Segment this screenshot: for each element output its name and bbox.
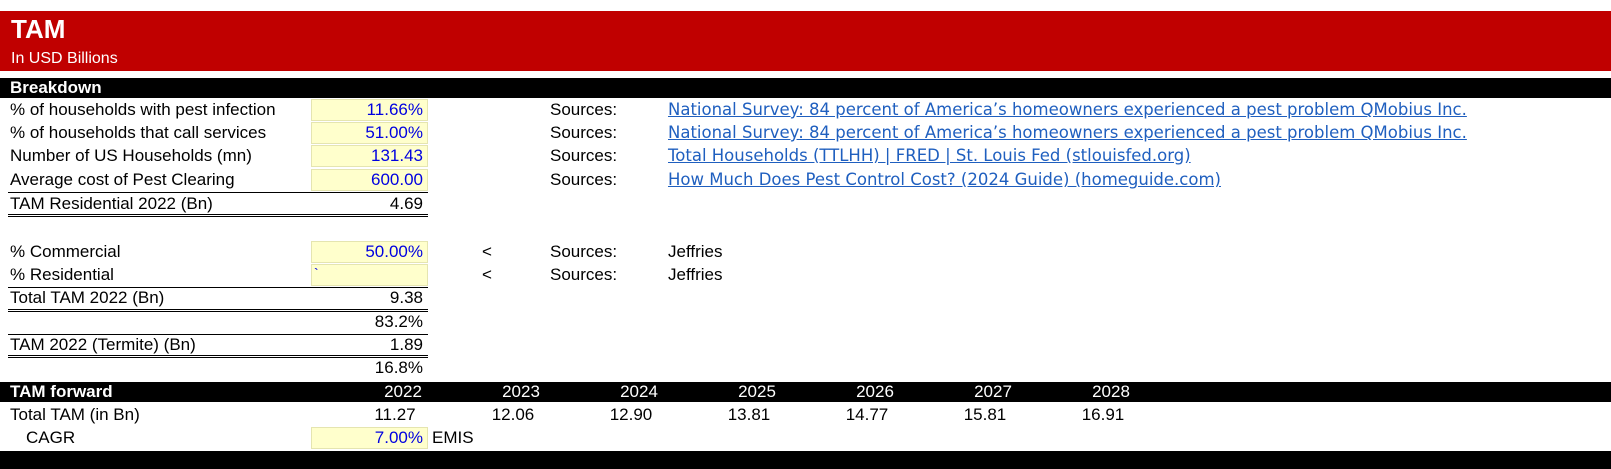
breakdown-label: Breakdown [10, 78, 102, 97]
residential-share-value: 83.2% [374, 312, 423, 331]
total-tam-cell: 16.91 [1081, 405, 1125, 424]
tam-forward-section-header: TAM forward 2022 2023 2024 2025 2026 202… [0, 382, 1611, 402]
source-link[interactable]: How Much Does Pest Control Cost? (2024 G… [668, 170, 1221, 189]
row-label: Number of US Households (mn) [10, 146, 252, 165]
commercial-value[interactable]: 50.00% [365, 242, 423, 261]
cell-border [8, 192, 428, 193]
double-underline [8, 214, 428, 217]
double-underline [8, 355, 428, 358]
source-link[interactable]: Total Households (TTLHH) | FRED | St. Lo… [668, 146, 1191, 165]
input-cell[interactable] [311, 122, 428, 144]
row-label: % of households with pest infection [10, 100, 276, 119]
total-tam-cell: 13.81 [727, 405, 771, 424]
year-header: 2024 [620, 382, 658, 401]
cell-border [8, 334, 428, 335]
sources-label: Sources: [550, 100, 618, 119]
termite-share-value: 16.8% [374, 358, 423, 377]
input-cell[interactable] [311, 145, 428, 167]
page-title: TAM [11, 14, 66, 44]
year-header: 2023 [502, 382, 540, 401]
sources-label: Sources: [550, 265, 618, 284]
year-header: 2026 [856, 382, 894, 401]
row-input-value[interactable]: 131.43 [371, 146, 423, 165]
tam-residential-label: TAM Residential 2022 (Bn) [10, 194, 213, 213]
row-label: % of households that call services [10, 123, 267, 142]
total-tam-cell: 12.90 [609, 405, 653, 424]
arrow-marker: < [482, 265, 492, 284]
next-section-header [0, 451, 1611, 469]
termite-tam-value: 1.89 [389, 335, 423, 354]
input-cell[interactable] [311, 169, 428, 191]
input-cell[interactable] [311, 427, 428, 449]
commercial-label: % Commercial [10, 242, 121, 261]
row-input-value[interactable]: 51.00% [365, 123, 423, 142]
row-input-value[interactable]: 600.00 [371, 170, 423, 189]
total-tam-cell: 12.06 [491, 405, 535, 424]
input-cell[interactable] [311, 99, 428, 121]
arrow-marker: < [482, 242, 492, 261]
total-tam-cell: 15.81 [963, 405, 1007, 424]
title-banner [0, 11, 1611, 71]
residential-value[interactable]: ` [314, 265, 319, 281]
year-header: 2025 [738, 382, 776, 401]
row-input-value[interactable]: 11.66% [366, 100, 423, 119]
row-edge-marker [0, 389, 3, 395]
sources-label: Sources: [550, 170, 618, 189]
total-tam-cell: 14.77 [845, 405, 889, 424]
tam-forward-label: TAM forward [10, 382, 113, 401]
total-tam-value: 9.38 [389, 288, 423, 307]
source-text: Jeffries [668, 265, 723, 284]
total-tam-cell: 11.27 [374, 405, 416, 424]
total-tam-forward-label: Total TAM (in Bn) [10, 405, 140, 424]
year-header: 2022 [384, 382, 422, 401]
breakdown-section-header: Breakdown [0, 78, 1611, 98]
cagr-label: CAGR [26, 428, 76, 447]
input-cell[interactable] [311, 241, 428, 263]
year-header: 2027 [974, 382, 1012, 401]
page-subtitle: In USD Billions [11, 50, 118, 67]
source-link[interactable]: National Survey: 84 percent of America’s… [668, 123, 1467, 142]
row-edge-marker [0, 85, 3, 91]
source-text: Jeffries [668, 242, 723, 261]
cagr-source: EMIS [432, 428, 474, 447]
cagr-value[interactable]: 7.00% [374, 428, 423, 447]
sources-label: Sources: [550, 242, 618, 261]
termite-tam-label: TAM 2022 (Termite) (Bn) [10, 335, 196, 354]
double-underline [8, 309, 428, 312]
year-header: 2028 [1092, 382, 1130, 401]
tam-residential-value: 4.69 [389, 194, 423, 213]
total-tam-label: Total TAM 2022 (Bn) [10, 288, 165, 307]
sources-label: Sources: [550, 123, 618, 142]
row-label: Average cost of Pest Clearing [10, 170, 235, 189]
residential-label: % Residential [10, 265, 114, 284]
source-link[interactable]: National Survey: 84 percent of America’s… [668, 100, 1467, 119]
sources-label: Sources: [550, 146, 618, 165]
cell-border [8, 287, 428, 288]
input-cell[interactable] [311, 264, 428, 286]
